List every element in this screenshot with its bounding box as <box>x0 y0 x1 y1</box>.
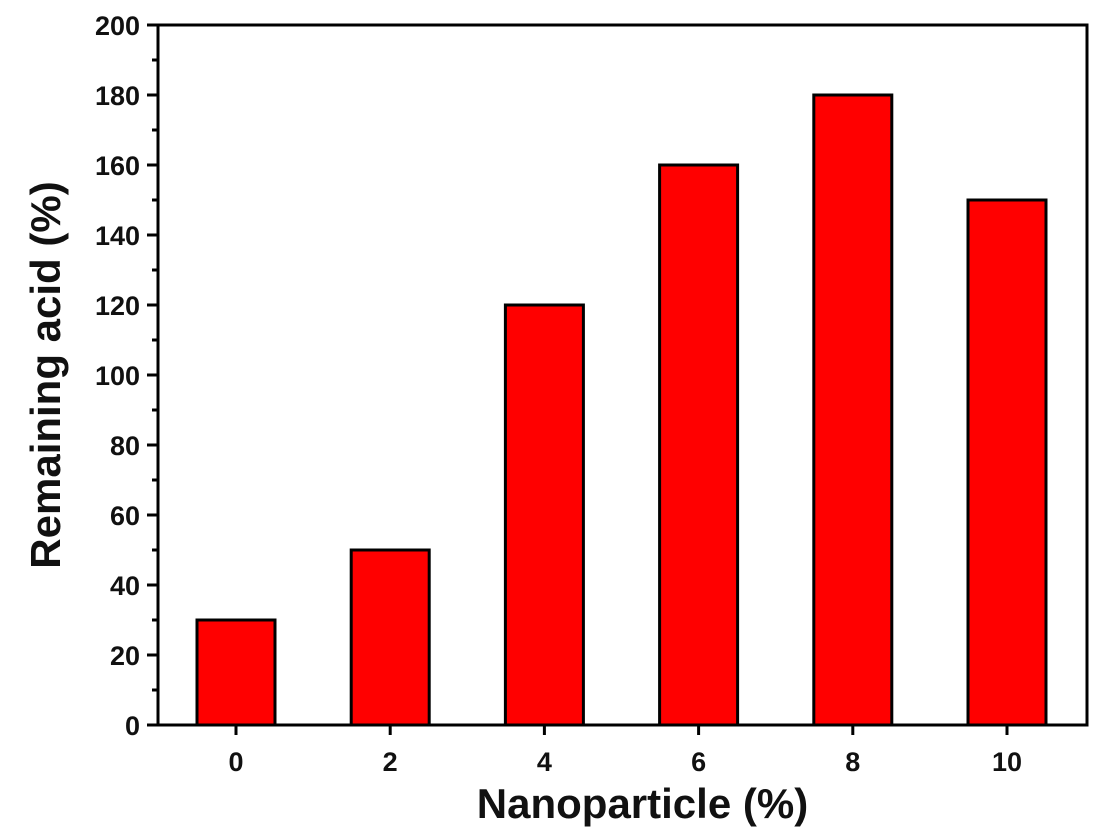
y-tick-label-40: 40 <box>110 571 140 601</box>
bar-2 <box>349 548 431 727</box>
y-tick-label-200: 200 <box>95 11 140 41</box>
x-tick-label-2: 2 <box>383 747 398 777</box>
x-tick-label-0: 0 <box>228 747 243 777</box>
y-tick-label-0: 0 <box>125 711 140 741</box>
y-tick-label-20: 20 <box>110 641 140 671</box>
axes-layer <box>156 23 1089 727</box>
y-tick-label-180: 180 <box>95 81 140 111</box>
x-tick-label-10: 10 <box>992 747 1022 777</box>
bar-10 <box>966 198 1048 727</box>
x-axis-title: Nanoparticle (%) <box>477 780 808 827</box>
y-tick-label-120: 120 <box>95 291 140 321</box>
x-tick-label-6: 6 <box>691 747 706 777</box>
bars-layer <box>195 93 1048 727</box>
y-axis-title: Remaining acid (%) <box>22 181 69 568</box>
bar-6 <box>658 163 740 727</box>
x-tick-label-8: 8 <box>845 747 860 777</box>
ticks-layer <box>147 23 1009 735</box>
y-tick-label-140: 140 <box>95 221 140 251</box>
y-tick-label-100: 100 <box>95 361 140 391</box>
bar-8 <box>812 93 894 727</box>
plot-frame <box>156 23 1089 727</box>
bar-0 <box>195 618 277 727</box>
bar-4 <box>503 303 585 727</box>
x-tick-label-4: 4 <box>537 747 552 777</box>
y-tick-label-60: 60 <box>110 501 140 531</box>
y-tick-label-80: 80 <box>110 431 140 461</box>
y-tick-label-160: 160 <box>95 151 140 181</box>
